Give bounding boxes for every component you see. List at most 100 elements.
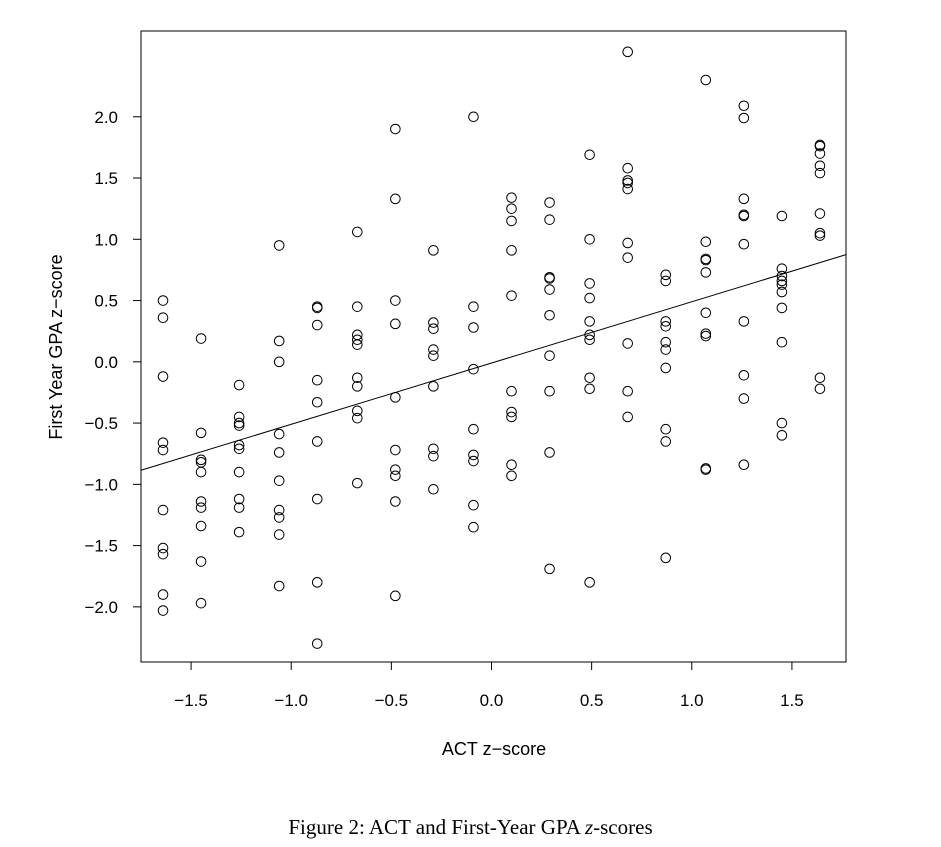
data-point xyxy=(660,436,672,447)
data-point xyxy=(195,597,207,609)
data-point xyxy=(157,504,169,516)
data-point xyxy=(622,175,633,186)
data-point xyxy=(622,237,633,249)
data-point xyxy=(700,267,712,278)
data-point xyxy=(428,443,439,455)
data-point xyxy=(738,393,750,404)
data-point xyxy=(622,338,633,349)
data-point xyxy=(814,208,826,219)
data-point xyxy=(814,383,826,395)
data-point xyxy=(468,455,479,467)
data-point xyxy=(584,577,595,588)
data-point xyxy=(660,320,672,332)
data-point xyxy=(622,162,633,174)
data-point xyxy=(776,210,788,222)
data-point xyxy=(195,333,207,344)
data-point xyxy=(584,334,595,346)
data-point xyxy=(544,284,555,295)
data-point xyxy=(776,302,788,314)
data-point xyxy=(390,590,401,602)
data-point xyxy=(700,254,712,266)
data-point xyxy=(157,312,169,324)
data-point xyxy=(660,275,672,287)
data-point xyxy=(195,427,207,439)
data-point xyxy=(506,385,517,397)
data-point xyxy=(584,233,595,245)
y-tick-label: −1.5 xyxy=(84,537,118,556)
data-point xyxy=(428,245,439,256)
data-point xyxy=(622,183,633,195)
data-point xyxy=(506,411,517,423)
data-point xyxy=(428,344,439,355)
data-point xyxy=(390,318,401,330)
data-point xyxy=(660,423,672,435)
data-point xyxy=(814,148,826,159)
data-point xyxy=(506,245,517,256)
data-point xyxy=(468,499,479,511)
data-point xyxy=(544,563,555,575)
data-point xyxy=(584,372,595,384)
data-point xyxy=(311,319,323,331)
data-point xyxy=(584,383,595,395)
y-tick-label: 0.5 xyxy=(94,292,118,311)
data-point xyxy=(233,502,245,513)
plot-frame xyxy=(140,30,847,663)
data-point xyxy=(738,316,750,327)
data-point xyxy=(311,436,323,447)
data-point xyxy=(390,123,401,135)
data-point xyxy=(660,362,672,374)
data-point xyxy=(660,316,672,327)
data-point xyxy=(273,240,285,251)
data-point xyxy=(233,493,245,505)
data-point xyxy=(468,111,479,123)
figure-caption: Figure 2: ACT and First-Year GPA z-score… xyxy=(0,815,941,840)
data-point xyxy=(311,577,323,588)
data-point xyxy=(738,210,750,222)
data-point xyxy=(157,542,169,554)
data-point xyxy=(428,323,439,335)
data-point xyxy=(428,450,439,462)
data-point xyxy=(195,496,207,507)
regression-line xyxy=(140,254,847,471)
data-point xyxy=(584,292,595,304)
data-point xyxy=(700,236,712,248)
data-point xyxy=(738,369,750,381)
x-tick-label: −1.5 xyxy=(174,691,208,710)
data-point xyxy=(814,167,826,179)
y-axis: −2.0 −1.5 −1.0 −0.5 0.0 0.5 1.0 1.5 2.0 xyxy=(84,108,141,617)
y-tick-label: −2.0 xyxy=(84,598,118,617)
data-point xyxy=(622,177,633,189)
data-point xyxy=(506,290,517,301)
data-point xyxy=(273,512,285,523)
data-point xyxy=(428,350,439,361)
data-point xyxy=(506,215,517,227)
data-point xyxy=(468,363,479,375)
data-point xyxy=(352,372,363,384)
data-point xyxy=(233,526,245,538)
data-point xyxy=(195,556,207,567)
x-tick-label: 0.5 xyxy=(580,691,604,710)
data-point xyxy=(390,470,401,482)
data-point xyxy=(506,470,517,482)
data-point xyxy=(622,411,633,423)
data-point xyxy=(468,449,479,461)
data-point xyxy=(776,336,788,348)
data-point xyxy=(700,464,712,475)
data-point xyxy=(738,459,750,471)
x-tick-label: 0.0 xyxy=(480,691,504,710)
data-point xyxy=(776,417,788,429)
y-axis-label: First Year GPA z−score xyxy=(46,254,66,439)
data-point xyxy=(814,230,826,241)
data-point xyxy=(660,336,672,348)
data-point xyxy=(233,466,245,478)
data-point xyxy=(195,502,207,513)
data-point xyxy=(157,437,169,448)
data-point xyxy=(273,475,285,486)
y-tick-label: −1.0 xyxy=(84,475,118,494)
data-point xyxy=(776,263,788,274)
x-tick-label: −0.5 xyxy=(375,691,409,710)
data-point xyxy=(700,307,712,319)
data-point xyxy=(390,496,401,507)
data-point xyxy=(233,417,245,429)
data-point xyxy=(311,493,323,505)
